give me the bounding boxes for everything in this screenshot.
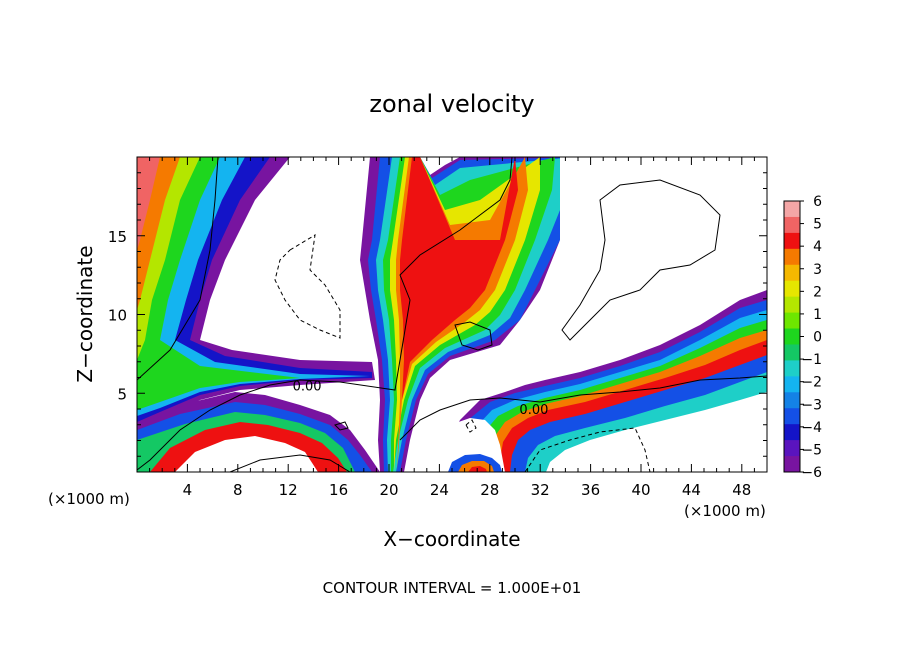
colorbar-swatch	[784, 328, 800, 345]
x-axis: 4 8 12 16 20 24 28 32 36 40 44 48	[149, 157, 755, 499]
colorbar-swatch	[784, 376, 800, 393]
contour-labels: 0.00 0.00	[293, 379, 549, 418]
colorbar-tick-label: 0	[813, 330, 822, 346]
x-unit-right: (×1000 m)	[684, 502, 766, 520]
colorbar-tick-label: −6	[801, 465, 822, 481]
colorbar-tick-label: 4	[813, 239, 822, 255]
colorbar-tick-label: 2	[813, 284, 822, 300]
x-tick-label: 32	[531, 481, 550, 499]
x-tick-label: 4	[183, 481, 193, 499]
colorbar-tick-label: −4	[801, 420, 822, 436]
contour-lines	[137, 157, 767, 472]
x-tick-label: 20	[379, 481, 398, 499]
colorbar-tick-label: −5	[801, 442, 822, 458]
colorbar-swatch	[784, 201, 800, 218]
y-tick-label: 15	[108, 228, 127, 246]
colorbar-swatch	[784, 456, 800, 473]
contour-lines-dashed	[274, 234, 651, 472]
colorbar-tick-label: 3	[813, 262, 822, 278]
contour-interval-note: CONTOUR INTERVAL = 1.000E+01	[323, 579, 582, 597]
y-tick-label: 10	[108, 307, 127, 325]
colorbar-tick-label: 5	[813, 217, 822, 233]
x-tick-label: 8	[233, 481, 243, 499]
colorbar-tick-label: 1	[813, 307, 822, 323]
x-tick-label: 28	[480, 481, 499, 499]
velocity-field	[137, 157, 767, 472]
contour-label: 0.00	[293, 379, 322, 394]
x-tick-label: 24	[430, 481, 449, 499]
x-tick-label: 12	[279, 481, 298, 499]
y-axis-label: Z−coordinate	[73, 245, 97, 382]
y-tick-label: 5	[117, 385, 127, 403]
x-tick-label: 16	[329, 481, 348, 499]
chart-title: zonal velocity	[369, 90, 534, 118]
colorbar-swatch	[784, 312, 800, 330]
colorbar: 6 5 4 3 2 1 0 −1 −2 −3 −4 −5 −6	[783, 194, 822, 481]
colorbar-swatch	[784, 216, 800, 234]
colorbar-swatch	[784, 392, 800, 409]
x-axis-label: X−coordinate	[383, 527, 520, 551]
colorbar-tick-label: 6	[813, 194, 822, 210]
x-tick-label: 44	[682, 481, 701, 499]
colorbar-swatch	[784, 296, 800, 314]
colorbar-swatch	[784, 408, 800, 425]
colorbar-tick-label: −3	[801, 397, 822, 413]
colorbar-swatch	[784, 424, 800, 441]
contour-label: 0.00	[519, 403, 548, 418]
colorbar-swatch	[784, 280, 800, 298]
colorbar-swatch	[784, 248, 800, 266]
colorbar-swatch	[784, 440, 800, 457]
colorbar-swatch	[784, 264, 800, 282]
colorbar-tick-label: −2	[801, 375, 822, 391]
x-unit-left: (×1000 m)	[48, 490, 130, 508]
colorbar-swatch	[784, 344, 800, 361]
colorbar-swatch	[784, 232, 800, 250]
y-axis: 5 10 15	[108, 172, 767, 457]
x-tick-label: 36	[581, 481, 600, 499]
colorbar-tick-label: −1	[801, 352, 822, 368]
colorbar-swatch	[784, 360, 800, 377]
x-tick-label: 40	[631, 481, 650, 499]
x-tick-label: 48	[732, 481, 751, 499]
